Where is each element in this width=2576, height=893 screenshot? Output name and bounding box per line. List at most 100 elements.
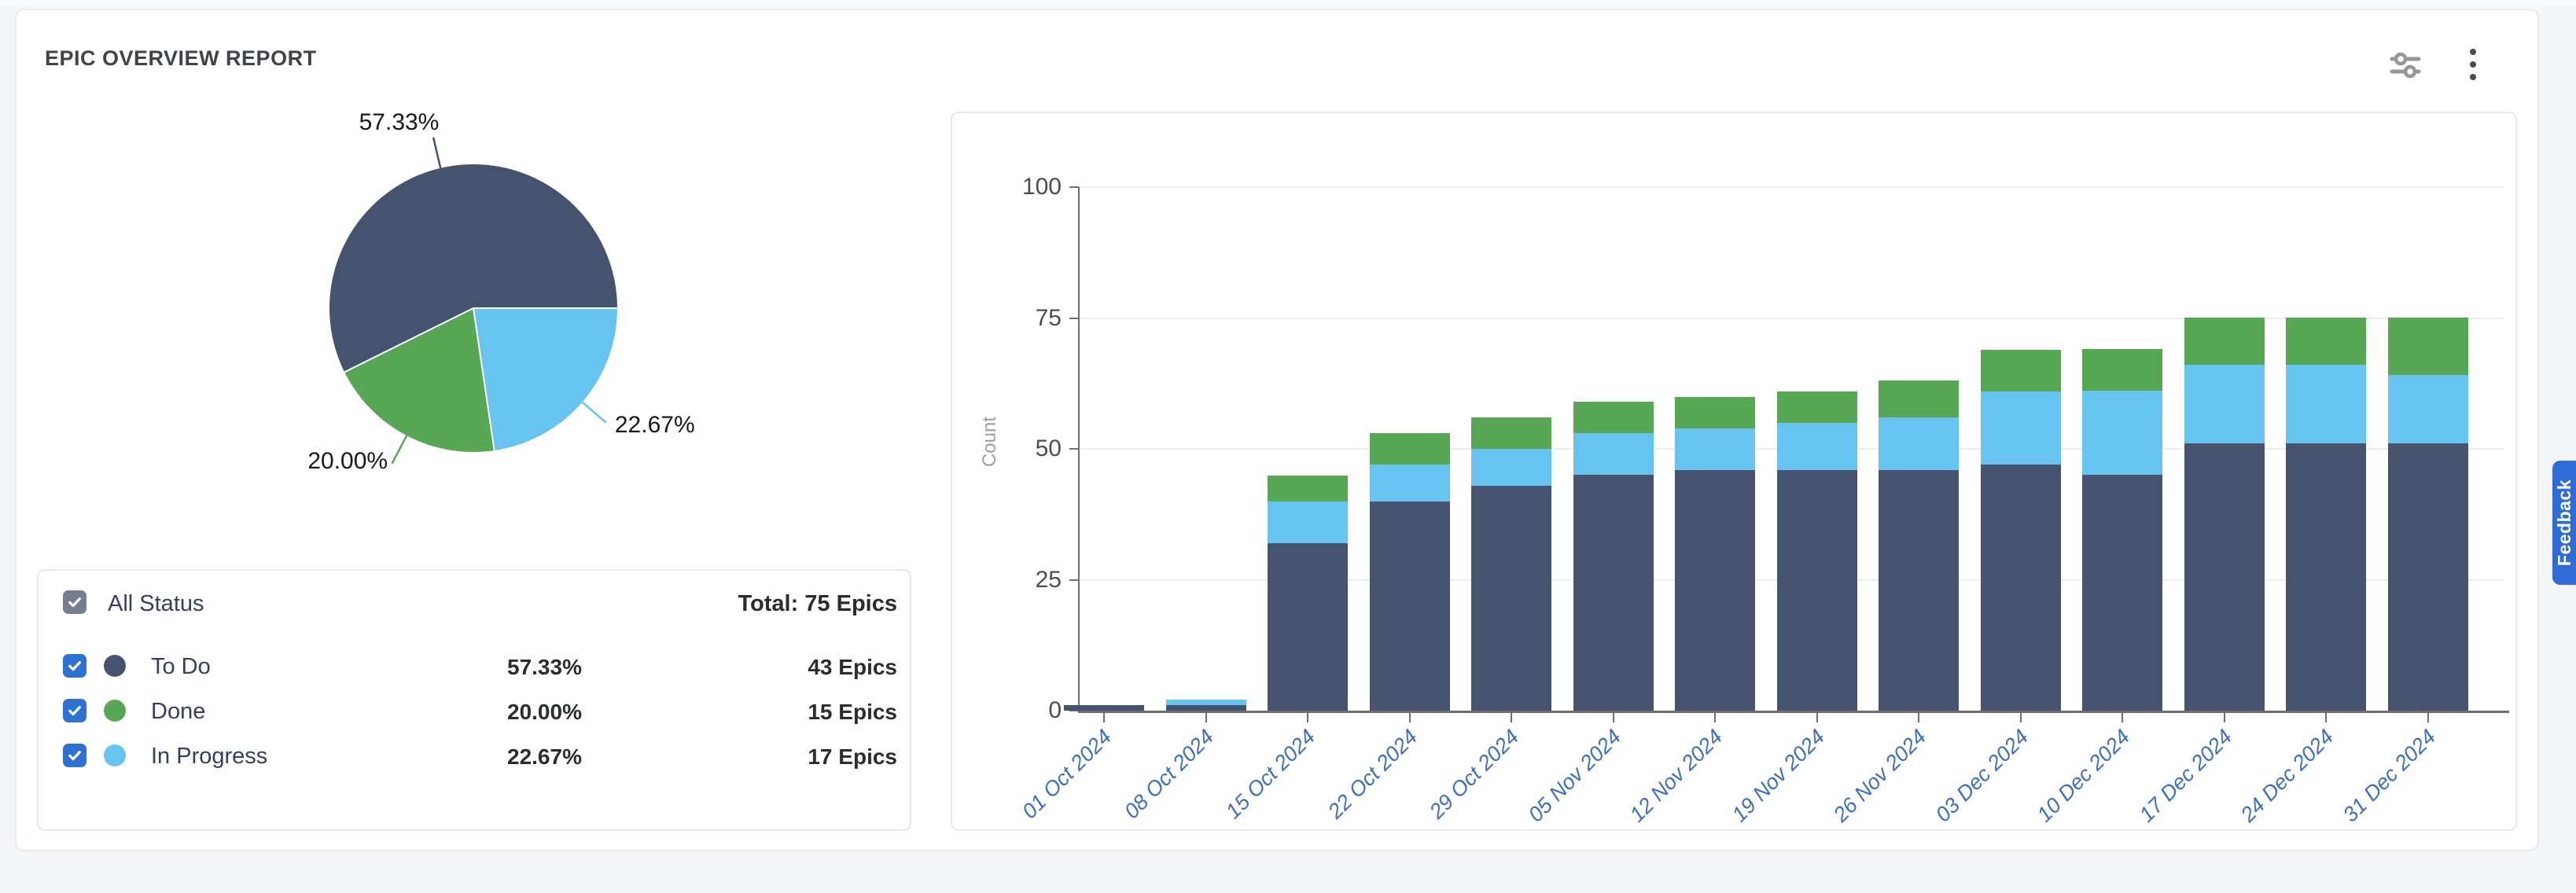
status-label: To Do [151,654,211,679]
more-options-icon[interactable] [2456,48,2490,83]
x-axis-tick [1103,713,1105,722]
legend-total-epics: Total: 75 Epics [738,591,897,616]
bar-segment-to-do[interactable] [1573,475,1654,711]
bar-segment-to-do[interactable] [1675,470,1755,711]
x-axis-tick [1918,713,1919,722]
bar-segment-to-do[interactable] [1268,543,1348,711]
status-checkbox[interactable] [63,699,86,722]
x-axis-tick [1307,713,1308,722]
bar-segment-done[interactable] [1981,350,2061,391]
bar-segment-in-progress[interactable] [2286,365,2366,443]
x-axis-tick [2325,713,2327,722]
y-axis-tick-label: 75 [1035,305,1062,331]
bar-segment-done[interactable] [1471,417,1551,449]
bar-segment-done[interactable] [2184,318,2265,365]
x-axis-tick [2122,713,2123,722]
bar-segment-in-progress[interactable] [1879,417,1959,470]
y-axis-tick-label: 25 [1035,567,1062,593]
bar-segment-in-progress[interactable] [1370,465,1450,502]
y-gridline [1079,186,2504,188]
page-top-strip [0,0,2576,6]
pie-percent-label: 57.33% [359,109,440,136]
bar-segment-in-progress[interactable] [1471,449,1551,486]
legend-row-in-progress[interactable]: In Progress 22.67% 17 Epics [39,733,910,777]
x-axis-tick [1409,713,1411,722]
bar-segment-in-progress[interactable] [1675,428,1755,470]
y-axis-tick [1069,710,1079,711]
bar-segment-done[interactable] [1777,391,1857,423]
status-label: Done [151,699,206,724]
page-title: EPIC OVERVIEW REPORT [45,46,317,70]
bar-segment-to-do[interactable] [1064,705,1144,711]
bar-segment-in-progress[interactable] [1981,391,2061,465]
status-color-dot [104,700,126,722]
status-epic-count: 17 Epics [808,744,897,769]
y-axis-tick-label: 0 [1048,697,1062,723]
pie-label-line [391,435,408,465]
all-status-checkbox[interactable] [63,590,86,614]
bar-segment-to-do[interactable] [1879,470,1959,711]
bar-segment-done[interactable] [1675,397,1755,428]
bar-segment-to-do[interactable] [2388,443,2468,711]
check-icon [68,751,81,761]
pie-percent-label: 22.67% [614,411,695,438]
status-epic-count: 15 Epics [808,700,897,724]
legend-header-row[interactable]: All Status Total: 75 Epics [39,571,910,634]
bar-segment-in-progress[interactable] [1573,433,1654,475]
feedback-button[interactable]: Feedback [2552,461,2576,585]
bar-segment-in-progress[interactable] [2082,391,2162,475]
bar-segment-to-do[interactable] [2184,443,2265,711]
bar-segment-done[interactable] [2388,318,2468,375]
pie-label-line [432,137,442,169]
bar-segment-done[interactable] [1573,402,1654,433]
x-axis-tick [2224,713,2225,722]
pie-label-line [581,401,607,424]
pie-slice-separator [473,307,617,309]
bar-segment-to-do[interactable] [1777,470,1857,711]
x-axis-tick [1511,713,1512,722]
legend-row-to-do[interactable]: To Do 57.33% 43 Epics [39,643,910,688]
bar-segment-to-do[interactable] [1370,502,1450,711]
check-icon [68,706,81,716]
check-icon [68,597,81,608]
report-toolbar [2388,48,2490,83]
chart-settings-icon[interactable] [2388,48,2423,83]
status-epic-count: 43 Epics [808,655,897,679]
y-axis-line [1078,187,1080,712]
pie-percent-label: 20.00% [307,448,388,475]
y-axis-tick [1069,448,1079,450]
bar-segment-done[interactable] [2286,318,2366,365]
y-axis-tick [1069,186,1079,188]
bar-segment-done[interactable] [1879,380,1959,417]
status-checkbox[interactable] [63,654,86,678]
all-status-label: All Status [108,591,204,616]
bar-segment-in-progress[interactable] [1777,423,1857,470]
y-axis-tick-label: 50 [1035,435,1062,461]
bar-segment-in-progress[interactable] [1166,700,1246,705]
bar-segment-in-progress[interactable] [2184,365,2265,443]
x-axis-tick [1613,713,1614,722]
bar-segment-to-do[interactable] [1166,705,1246,711]
status-legend-panel: All Status Total: 75 Epics To Do 57.33% 43 E… [37,569,911,831]
x-axis-line [1078,711,2509,713]
bar-segment-done[interactable] [1370,433,1450,465]
x-axis-tick [2020,713,2022,722]
feedback-button-label: Feedback [2553,479,2574,567]
bar-segment-done[interactable] [1268,476,1348,502]
bar-segment-in-progress[interactable] [2388,375,2468,443]
check-icon [68,661,81,671]
x-axis-tick [1205,713,1207,722]
bar-segment-to-do[interactable] [2082,475,2162,711]
bar-segment-to-do[interactable] [1471,486,1551,711]
status-color-dot [104,744,126,766]
epic-overview-report-card: EPIC OVERVIEW REPORT 57.33% 20.00% 22.67% … [15,9,2539,851]
bar-segment-to-do[interactable] [1981,465,2061,711]
legend-row-done[interactable]: Done 20.00% 15 Epics [39,688,910,733]
bar-segment-to-do[interactable] [2286,443,2366,711]
status-percent: 57.33% [507,655,582,679]
status-percent: 22.67% [507,744,582,769]
bar-segment-in-progress[interactable] [1268,502,1348,543]
y-axis-tick [1069,579,1079,581]
bar-segment-done[interactable] [2082,349,2162,391]
status-checkbox[interactable] [63,744,86,767]
